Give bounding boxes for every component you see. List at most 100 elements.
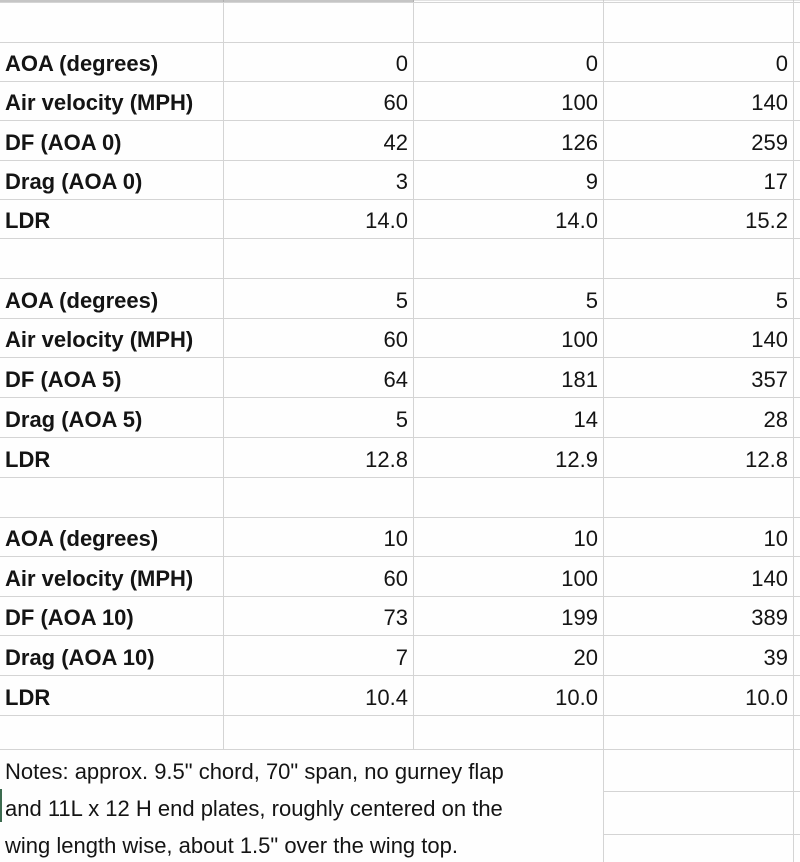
cell[interactable] [604,239,794,279]
value-cell[interactable]: 181 [414,358,604,398]
value-cell[interactable]: 0 [224,43,414,82]
cell[interactable] [604,3,794,43]
value-cell[interactable]: 10 [414,518,604,557]
value-cell[interactable]: 17 [604,161,794,200]
value-cell[interactable]: 14 [414,398,604,438]
cell-value: 28 [763,406,788,432]
value-cell[interactable]: 126 [414,121,604,161]
value-cell[interactable]: 42 [224,121,414,161]
cell[interactable] [224,478,414,518]
cell [794,518,800,557]
row-label-cell[interactable]: AOA (degrees) [0,279,224,319]
row-label-cell[interactable]: Drag (AOA 0) [0,161,224,200]
value-cell[interactable]: 14.0 [414,200,604,239]
row-label-cell[interactable]: LDR [0,676,224,716]
cell[interactable] [604,792,794,835]
row-label-cell[interactable]: LDR [0,438,224,478]
value-cell[interactable]: 10.4 [224,676,414,716]
row-label-cell[interactable]: AOA (degrees) [0,43,224,82]
value-cell[interactable]: 5 [414,279,604,319]
row-label-cell[interactable]: LDR [0,200,224,239]
left-edge-green-artifact [0,789,2,822]
cell[interactable] [604,750,794,792]
cell[interactable] [604,478,794,518]
cell[interactable] [224,239,414,279]
cell[interactable] [224,716,414,750]
value-cell[interactable]: 7 [224,636,414,676]
value-cell[interactable]: 5 [224,279,414,319]
value-cell[interactable]: 64 [224,358,414,398]
table-row: AOA (degrees) 10 10 10 [0,518,800,557]
value-cell[interactable]: 60 [224,319,414,358]
cell-value: 14 [573,406,598,432]
value-cell[interactable]: 73 [224,597,414,636]
value-cell[interactable]: 12.9 [414,438,604,478]
row-label-cell[interactable]: Air velocity (MPH) [0,557,224,597]
cell[interactable] [224,3,414,43]
value-cell[interactable]: 10 [604,518,794,557]
row-label: Air velocity (MPH) [5,90,194,115]
row-label-cell[interactable]: Drag (AOA 10) [0,636,224,676]
cell-value: 140 [751,327,788,352]
table-row: AOA (degrees) 5 5 5 [0,279,800,319]
value-cell[interactable]: 140 [604,557,794,597]
value-cell[interactable]: 357 [604,358,794,398]
value-cell[interactable]: 100 [414,319,604,358]
cell-value: 100 [561,565,598,591]
value-cell[interactable]: 12.8 [224,438,414,478]
value-cell[interactable]: 10 [224,518,414,557]
cell[interactable] [414,478,604,518]
value-cell[interactable]: 140 [604,319,794,358]
cell [794,358,800,398]
value-cell[interactable]: 14.0 [224,200,414,239]
value-cell[interactable]: 15.2 [604,200,794,239]
value-cell[interactable]: 20 [414,636,604,676]
cell[interactable] [0,3,224,43]
value-cell[interactable]: 10.0 [604,676,794,716]
value-cell[interactable]: 0 [604,43,794,82]
row-label-cell[interactable]: Air velocity (MPH) [0,82,224,121]
cell[interactable] [0,716,224,750]
row-label-cell[interactable]: DF (AOA 5) [0,358,224,398]
value-cell[interactable]: 60 [224,82,414,121]
cell-value: 357 [751,366,788,392]
value-cell[interactable]: 3 [224,161,414,200]
value-cell[interactable]: 60 [224,557,414,597]
value-cell[interactable]: 259 [604,121,794,161]
row-label-cell[interactable]: DF (AOA 10) [0,597,224,636]
value-cell[interactable]: 12.8 [604,438,794,478]
cell-value: 60 [383,90,408,115]
cell-value: 140 [751,565,788,591]
notes-band: Notes: approx. 9.5" chord, 70" span, no … [0,750,800,862]
cell [794,279,800,319]
value-cell[interactable]: 39 [604,636,794,676]
row-label-cell[interactable]: DF (AOA 0) [0,121,224,161]
value-cell[interactable]: 0 [414,43,604,82]
row-label-cell[interactable]: Drag (AOA 5) [0,398,224,438]
value-cell[interactable]: 199 [414,597,604,636]
cell[interactable] [414,3,604,43]
cell[interactable] [604,835,794,862]
cell[interactable] [0,478,224,518]
notes-text-line: wing length wise, about 1.5" over the wi… [5,833,458,858]
row-label-cell[interactable]: AOA (degrees) [0,518,224,557]
value-cell[interactable]: 10.0 [414,676,604,716]
cell [794,200,800,239]
value-cell[interactable]: 9 [414,161,604,200]
cell-value: 10.0 [745,684,788,710]
value-cell[interactable]: 28 [604,398,794,438]
cell[interactable] [414,716,604,750]
cell [794,398,800,438]
value-cell[interactable]: 140 [604,82,794,121]
value-cell[interactable]: 389 [604,597,794,636]
value-cell[interactable]: 100 [414,82,604,121]
value-cell[interactable]: 100 [414,557,604,597]
cell[interactable] [604,716,794,750]
cell[interactable] [0,239,224,279]
value-cell[interactable]: 5 [224,398,414,438]
row-label-cell[interactable]: Air velocity (MPH) [0,319,224,358]
notes-cell[interactable]: Notes: approx. 9.5" chord, 70" span, no … [0,750,604,862]
cell[interactable] [414,239,604,279]
cell [794,239,800,279]
value-cell[interactable]: 5 [604,279,794,319]
